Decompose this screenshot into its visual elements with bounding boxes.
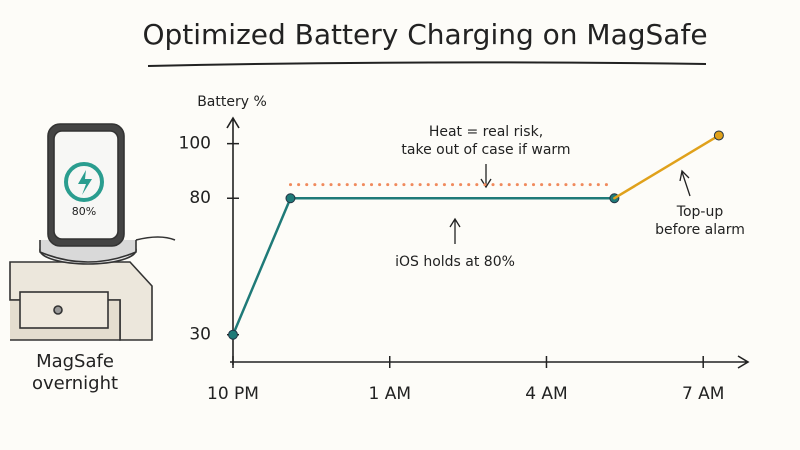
point	[713, 130, 724, 141]
x-tick-label: 10 PM	[207, 384, 259, 404]
y-tick-label: 30	[189, 325, 211, 345]
point	[228, 329, 238, 340]
illustration	[9, 123, 176, 341]
annotation: take out of case if warm	[401, 142, 570, 158]
point	[285, 193, 296, 204]
series-line	[613, 134, 721, 200]
annotation-arrow	[480, 164, 492, 189]
x-tick-label: 7 AM	[682, 384, 725, 404]
y-axis-label: Battery %	[197, 94, 267, 110]
x-axis	[230, 355, 750, 369]
phone-screen-label: 80%	[72, 205, 96, 218]
chart-title: Optimized Battery Charging on MagSafe	[142, 18, 707, 51]
annotation: Top-up	[676, 204, 724, 220]
caption-line: overnight	[32, 373, 118, 394]
annotation-arrow	[449, 217, 461, 244]
y-tick-label: 80	[189, 188, 211, 208]
annotation-arrow	[679, 169, 691, 197]
title-underline	[147, 61, 707, 67]
x-tick-label: 4 AM	[525, 384, 568, 404]
annotation: before alarm	[655, 222, 745, 238]
caption-line: MagSafe	[36, 351, 114, 372]
annotation: Heat = real risk,	[429, 124, 543, 140]
annotation: iOS holds at 80%	[395, 254, 515, 270]
x-tick-label: 1 AM	[368, 384, 411, 404]
y-axis	[226, 116, 240, 365]
y-tick-label: 100	[179, 134, 211, 154]
